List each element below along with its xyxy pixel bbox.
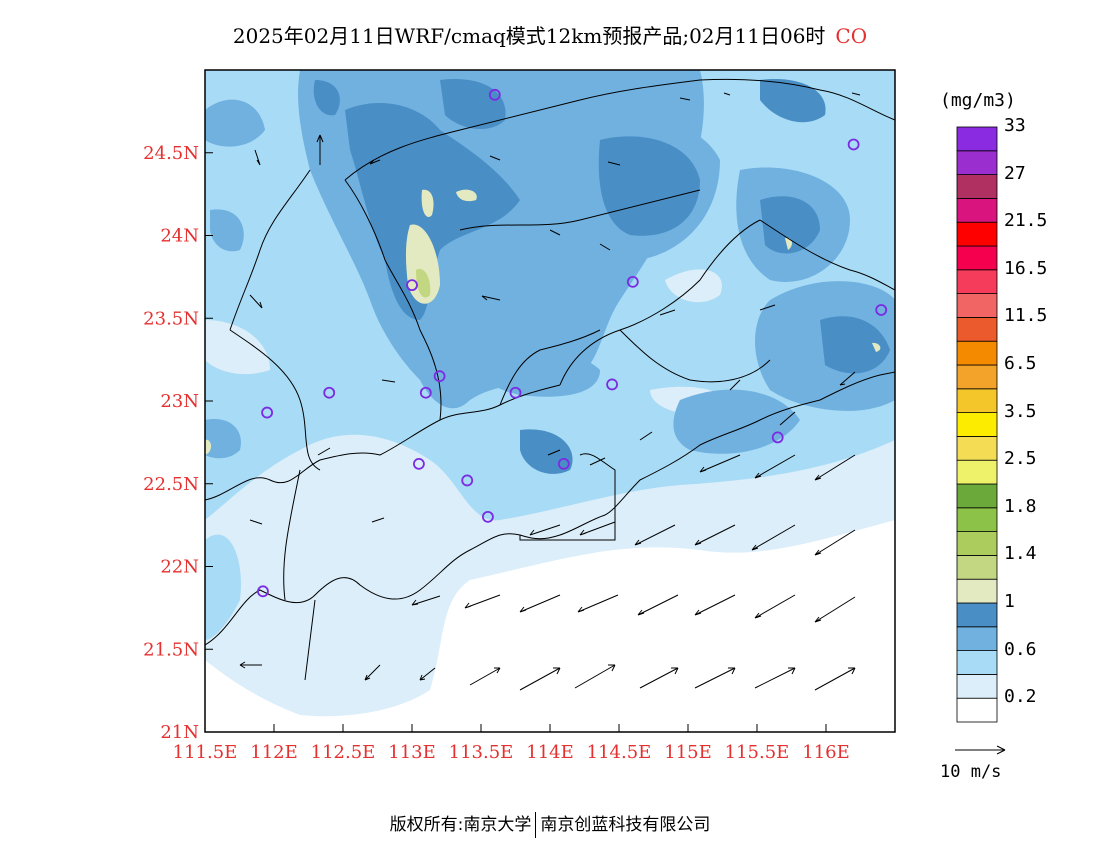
footer: 版权所有:南京大学 南京创蓝科技有限公司 <box>0 810 1100 838</box>
colorbar-bin <box>956 412 998 437</box>
colorbar-bin <box>956 674 998 699</box>
station-marker <box>433 370 446 383</box>
station-marker <box>557 457 570 470</box>
station-marker <box>323 386 336 399</box>
colorbar-bin <box>956 316 998 342</box>
station-marker <box>261 406 274 419</box>
colorbar-label: 1.4 <box>1004 543 1037 565</box>
lat-tick-label: 22.5N <box>143 474 199 495</box>
station-marker <box>626 275 639 288</box>
colorbar-bin <box>956 626 998 651</box>
colorbar-bin <box>956 435 998 461</box>
colorbar-label: 27 <box>1004 162 1026 184</box>
lon-tick-label: 115E <box>664 742 712 763</box>
wind-vectors <box>239 92 861 691</box>
colorbar-unit: (mg/m3) <box>940 90 1016 111</box>
lat-tick-label: 23.5N <box>143 308 199 329</box>
footer-company: 南京创蓝科技有限公司 <box>540 815 711 835</box>
colorbar-label: 1 <box>1004 591 1015 612</box>
lat-tick-label: 21.5N <box>143 639 199 660</box>
colorbar-bin <box>956 602 998 628</box>
colorbar-bin <box>956 221 998 247</box>
station-marker <box>509 386 522 399</box>
colorbar-bin <box>956 507 998 532</box>
lon-tick-label: 114.5E <box>587 742 652 763</box>
footer-separator <box>535 812 537 838</box>
station-marker <box>257 585 269 598</box>
colorbar-label: 2.5 <box>1004 448 1037 470</box>
colorbar-bin <box>956 388 998 413</box>
wind-reference-label: 10 m/s <box>940 762 1002 782</box>
station-marker <box>488 88 501 101</box>
station-marker <box>847 138 860 151</box>
colorbar-bin <box>956 197 998 223</box>
lon-tick-label: 113.5E <box>449 742 514 763</box>
colorbar-label: 33 <box>1004 115 1026 136</box>
station-marker <box>875 304 888 316</box>
colorbar-bin <box>956 459 998 485</box>
station-marker <box>461 474 474 487</box>
station-marker <box>606 378 618 391</box>
station-marker <box>771 431 784 444</box>
colorbar-bin <box>956 555 998 580</box>
colorbar-bin <box>956 697 998 723</box>
colorbar-bin <box>956 650 998 675</box>
colorbar-bin <box>956 483 998 509</box>
wind-reference-arrow <box>955 745 1006 755</box>
colorbar-bin <box>956 126 998 152</box>
footer-copyright: 版权所有:南京大学 <box>389 815 532 835</box>
lon-tick-label: 115.5E <box>725 742 790 763</box>
colorbar-bin <box>956 174 998 199</box>
colorbar-label: 6.5 <box>1004 353 1037 374</box>
lat-tick-label: 23N <box>160 391 199 412</box>
station-markers <box>257 88 888 598</box>
colorbar-bin <box>956 293 998 318</box>
lat-tick-label: 24N <box>160 226 199 247</box>
lon-tick-label: 113E <box>388 742 436 763</box>
boundary-lines <box>205 78 895 681</box>
lat-tick-label: 24.5N <box>143 143 199 164</box>
axis-ticks: 111.5E 112E 112.5E 113E 113.5E 114E 114.5E 115E… <box>143 143 850 763</box>
colorbar-bin <box>956 531 998 556</box>
colorbar-label: 11.5 <box>1004 305 1048 327</box>
lat-tick-label: 21N <box>160 722 199 743</box>
title-species: CO <box>835 24 868 48</box>
station-marker <box>419 386 432 399</box>
colorbar-bin <box>956 150 998 176</box>
colorbar-label: 1.8 <box>1004 495 1037 517</box>
lon-tick-label: 112E <box>250 742 298 763</box>
colorbar-bin <box>956 364 998 390</box>
colorbar-label: 21.5 <box>1004 210 1048 232</box>
station-marker <box>406 279 418 292</box>
colorbar-bin <box>956 340 998 366</box>
chart-title: 2025年02月11日WRF/cmaq模式12km预报产品;02月11日06时 C… <box>0 20 1100 49</box>
concentration-field <box>205 70 895 732</box>
title-main: 2025年02月11日WRF/cmaq模式12km预报产品;02月11日06时 <box>232 24 826 48</box>
colorbar-label: 0.2 <box>1004 686 1037 708</box>
lat-tick-label: 22N <box>160 557 199 578</box>
colorbar-bin <box>956 578 998 604</box>
station-marker <box>481 510 494 523</box>
colorbar <box>956 126 998 723</box>
lon-tick-label: 114E <box>526 742 574 763</box>
lon-tick-label: 111.5E <box>173 742 238 763</box>
colorbar-bin <box>956 245 998 271</box>
colorbar-label: 0.6 <box>1004 638 1037 660</box>
colorbar-label: 16.5 <box>1004 257 1048 279</box>
station-marker <box>412 457 425 470</box>
lon-tick-label: 116E <box>802 742 850 763</box>
colorbar-label: 3.5 <box>1004 400 1037 422</box>
colorbar-bin <box>956 269 998 294</box>
lon-tick-label: 112.5E <box>311 742 376 763</box>
